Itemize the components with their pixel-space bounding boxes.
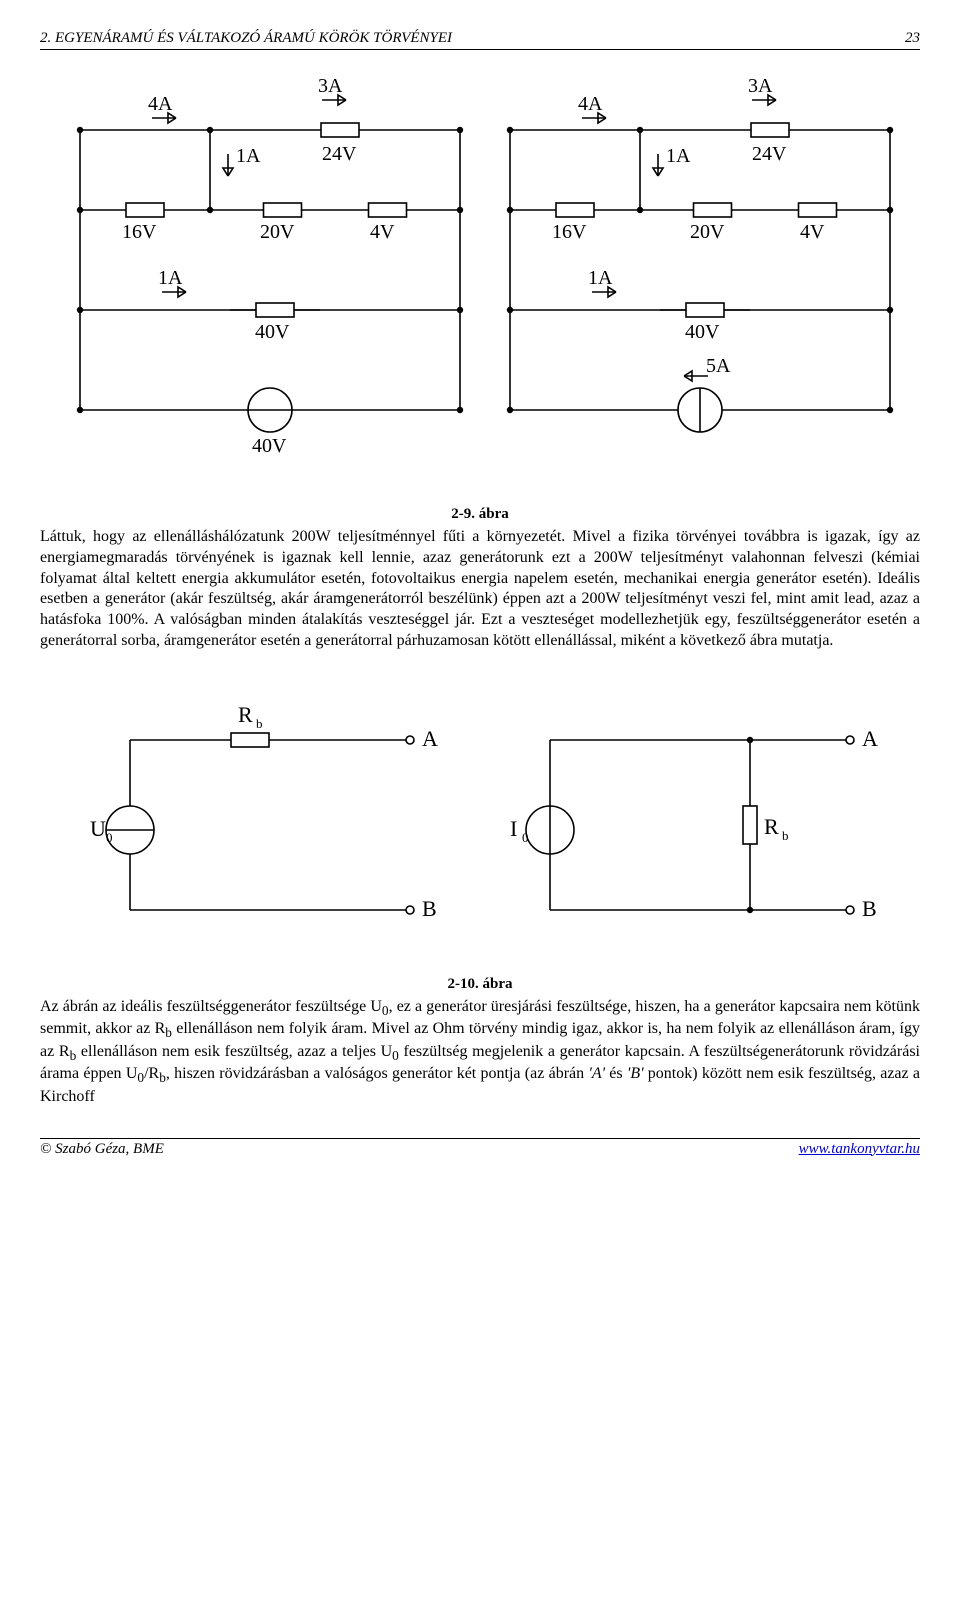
svg-text:B: B <box>862 896 877 921</box>
paragraph-1: Láttuk, hogy az ellenálláshálózatunk 200… <box>40 527 920 652</box>
svg-text:B: B <box>422 896 437 921</box>
footer-left: © Szabó Géza, BME <box>40 1141 164 1158</box>
svg-text:4A: 4A <box>578 93 603 115</box>
svg-text:24V: 24V <box>752 143 787 165</box>
svg-text:20V: 20V <box>260 221 295 243</box>
svg-text:1A: 1A <box>158 267 183 289</box>
svg-text:I: I <box>510 816 517 841</box>
svg-text:16V: 16V <box>552 221 587 243</box>
header-right: 23 <box>905 30 920 47</box>
svg-text:5A: 5A <box>706 355 731 377</box>
svg-text:20V: 20V <box>690 221 725 243</box>
svg-text:40V: 40V <box>252 435 287 457</box>
figure-2-10-caption: 2-10. ábra <box>40 976 920 993</box>
svg-text:24V: 24V <box>322 143 357 165</box>
header-left: 2. EGYENÁRAMÚ ÉS VÁLTAKOZÓ ÁRAMÚ KÖRÖK T… <box>40 30 452 47</box>
svg-text:R: R <box>238 702 253 727</box>
svg-text:40V: 40V <box>685 321 720 343</box>
svg-text:U: U <box>90 816 106 841</box>
figure-2-9: 3A 4A 24V 16V 1A 20V 4V 40V 1A 40V 3A 4A 24V 16V 1A 20V… <box>50 70 910 500</box>
svg-text:3A: 3A <box>748 75 773 97</box>
svg-text:A: A <box>862 726 878 751</box>
svg-text:0: 0 <box>106 830 113 845</box>
svg-text:A: A <box>422 726 438 751</box>
svg-text:R: R <box>764 814 779 839</box>
svg-text:4A: 4A <box>148 93 173 115</box>
svg-text:3A: 3A <box>318 75 343 97</box>
footer-link[interactable]: www.tankonyvtar.hu <box>799 1141 920 1158</box>
paragraph-2: Az ábrán az ideális feszültséggenerátor … <box>40 997 920 1108</box>
svg-text:1A: 1A <box>588 267 613 289</box>
figure-2-10: U0RbABI0RbAB <box>50 670 910 970</box>
page-footer: © Szabó Géza, BME www.tankonyvtar.hu <box>40 1138 920 1158</box>
svg-text:4V: 4V <box>800 221 825 243</box>
svg-text:16V: 16V <box>122 221 157 243</box>
svg-text:1A: 1A <box>666 145 691 167</box>
page-header: 2. EGYENÁRAMÚ ÉS VÁLTAKOZÓ ÁRAMÚ KÖRÖK T… <box>40 30 920 50</box>
svg-text:40V: 40V <box>255 321 290 343</box>
figure-2-9-caption: 2-9. ábra <box>40 506 920 523</box>
svg-text:b: b <box>256 716 263 731</box>
svg-text:b: b <box>782 828 789 843</box>
svg-text:0: 0 <box>522 830 529 845</box>
svg-text:4V: 4V <box>370 221 395 243</box>
svg-text:1A: 1A <box>236 145 261 167</box>
